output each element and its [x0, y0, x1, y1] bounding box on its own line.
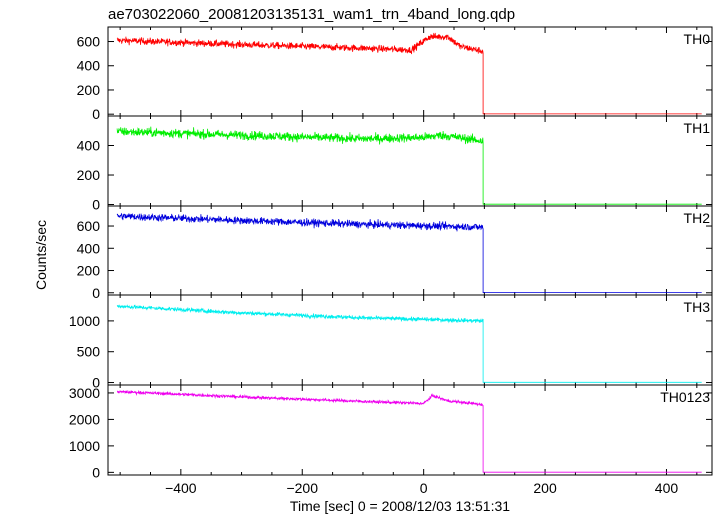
y-tick-label: 200 [77, 167, 101, 183]
x-tick-label: 0 [420, 480, 428, 496]
panel-label-th2: TH2 [684, 210, 711, 226]
panel-th0: 0 200 400 600 TH0 [77, 26, 713, 122]
y-tick-label: 0 [92, 375, 100, 391]
x-tick-label: 200 [533, 480, 557, 496]
y-axis-label: Counts/sec [33, 220, 49, 290]
panel-th1: 0 200 400 TH1 [77, 115, 713, 213]
y-tick-label: 0 [92, 285, 100, 301]
panel-frame [107, 384, 713, 476]
y-tick-label: 1000 [69, 438, 100, 454]
plot-title: ae703022060_20081203135131_wam1_trn_4ban… [108, 6, 515, 23]
y-tick-label: 0 [92, 197, 100, 213]
x-tick-label: −200 [286, 480, 318, 496]
series-line-th2 [116, 212, 702, 293]
y-tick-label: 400 [77, 138, 101, 154]
y-tick-label: 1000 [69, 313, 100, 329]
panel-label-th3: TH3 [684, 299, 711, 315]
y-tick-label: 600 [77, 218, 101, 234]
x-axis-label: Time [sec] 0 = 2008/12/03 13:51:31 [290, 498, 510, 514]
panel-label-th0: TH0 [684, 31, 711, 47]
panel-th2: 0 200 400 600 TH2 [77, 205, 713, 301]
x-tick-label: 400 [655, 480, 679, 496]
series-line-th3 [116, 304, 702, 383]
y-tick-label: 400 [77, 240, 101, 256]
panels: 0 200 400 600 TH0 0 200 400 TH1 0 200 400 600 TH2 0 500… [69, 26, 713, 496]
y-tick-label: 200 [77, 82, 101, 98]
y-tick-label: 0 [92, 464, 100, 480]
series-line-th0123 [116, 389, 702, 473]
panel-th3: 0 500 1000 TH3 [69, 294, 713, 391]
y-tick-label: 400 [77, 58, 101, 74]
y-tick-label: 500 [77, 344, 101, 360]
y-tick-label: 0 [92, 106, 100, 122]
y-tick-label: 2000 [69, 411, 100, 427]
panel-th0123: 0 1000 2000 3000 TH0123 [69, 384, 713, 480]
x-tick-label: −400 [165, 480, 197, 496]
panel-label-th0123: TH0123 [660, 389, 710, 405]
y-tick-label: 200 [77, 263, 101, 279]
panel-frame [107, 115, 713, 207]
panel-label-th1: TH1 [684, 120, 711, 136]
y-tick-label: 600 [77, 34, 101, 50]
panel-frame [107, 294, 713, 386]
series-line-th0 [116, 32, 702, 115]
series-line-th1 [116, 126, 702, 205]
y-tick-label: 3000 [69, 385, 100, 401]
